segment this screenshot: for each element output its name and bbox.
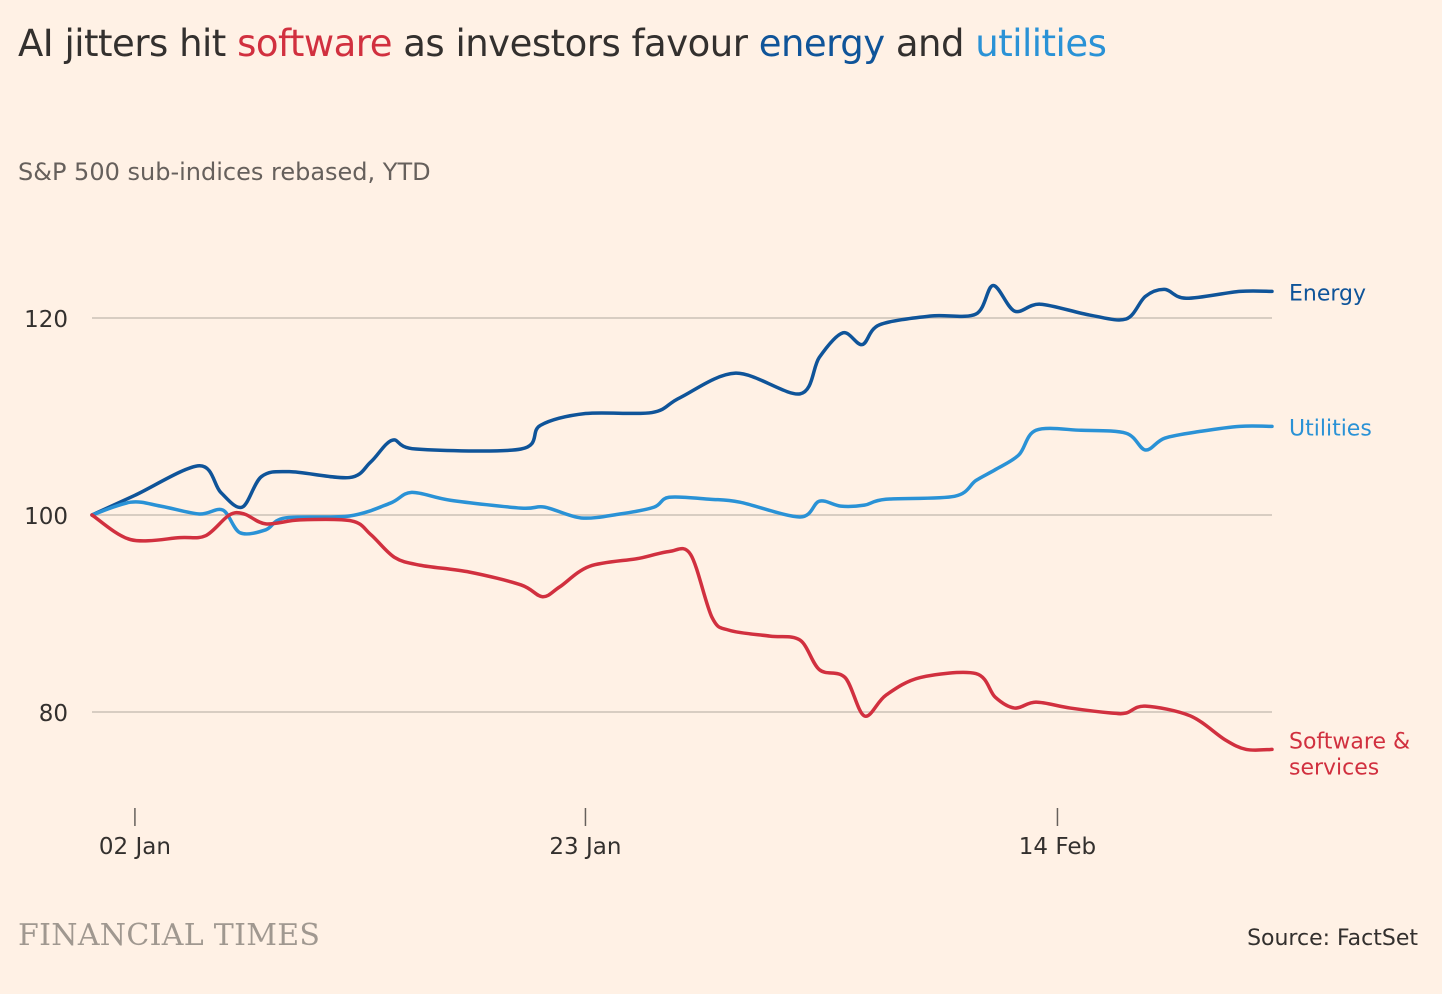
title-utilities: utilities — [975, 22, 1107, 65]
title-text: and — [884, 22, 976, 65]
source-note: Source: FactSet — [1247, 926, 1418, 951]
series-line-utilities — [90, 424, 1274, 536]
series-label-energy: Energy — [1289, 281, 1366, 306]
y-tick-label: 80 — [39, 701, 68, 727]
series-label-software: services — [1289, 755, 1379, 780]
series-line-energy — [90, 283, 1274, 517]
series-label-software: Software & — [1289, 729, 1410, 754]
x-tick-label: 14 Feb — [1019, 834, 1096, 860]
y-tick-label: 100 — [24, 504, 68, 530]
ft-logo: FINANCIAL TIMES — [18, 918, 321, 953]
series-line-software — [90, 510, 1274, 752]
y-tick-label: 120 — [24, 307, 68, 333]
x-tick-label: 02 Jan — [99, 834, 171, 860]
title-software: software — [237, 22, 392, 65]
chart-title: AI jitters hit software as investors fav… — [18, 22, 1107, 65]
title-text: AI jitters hit — [18, 22, 238, 65]
title-text: as investors favour — [391, 22, 759, 65]
chart-subtitle: S&P 500 sub-indices rebased, YTD — [18, 158, 431, 186]
series-label-utilities: Utilities — [1289, 416, 1372, 441]
title-energy: energy — [758, 22, 885, 65]
x-tick-label: 23 Jan — [549, 834, 621, 860]
